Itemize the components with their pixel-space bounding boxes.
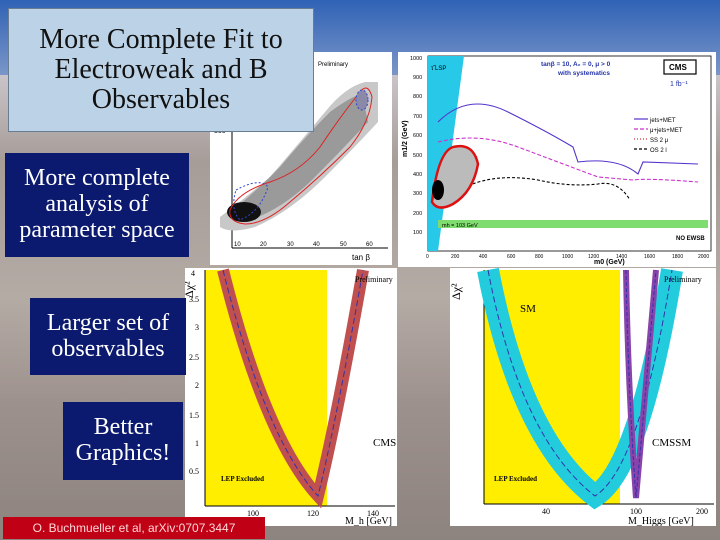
cms-ytick: 800 bbox=[413, 94, 422, 100]
mhiggs-chi2-plot: Δχ² Preliminary SM CMSSM LEP Excluded 40… bbox=[450, 268, 716, 526]
cms-ytick: 100 bbox=[413, 230, 422, 236]
cms-ytick: 400 bbox=[413, 172, 422, 178]
tanb-xtick: 30 bbox=[287, 242, 294, 248]
mh-ytick: 2.5 bbox=[189, 353, 199, 362]
mh-model: CMSSM bbox=[373, 437, 397, 449]
slide-title: More Complete Fit to Electroweak and B O… bbox=[8, 8, 314, 132]
mh-ytick: 2 bbox=[195, 381, 199, 390]
mh-ylabel: Δχ² bbox=[185, 281, 196, 298]
mh-ytick: 1.5 bbox=[189, 411, 199, 420]
cms-xticks: 0 200 400 600 800 1000 1200 1400 1600 18… bbox=[426, 254, 709, 260]
cms-ytick: 700 bbox=[413, 114, 422, 120]
cms-ytick: 200 bbox=[413, 211, 422, 217]
tanb-xtick: 20 bbox=[260, 242, 267, 248]
mhiggs-xtick: 100 bbox=[630, 507, 642, 516]
mh-ytick: 0.5 bbox=[189, 467, 199, 476]
cms-lsp-label: τ̃ LSP bbox=[431, 66, 446, 72]
cms-xtick: 1800 bbox=[672, 254, 683, 260]
mhiggs-xticks: 40 100 200 bbox=[542, 507, 708, 516]
cms-legend-item: SS 2 μ bbox=[650, 138, 669, 144]
cms-params: tanβ = 10, A₀ = 0, μ > 0 bbox=[541, 61, 611, 68]
mh-xtick: 100 bbox=[247, 509, 259, 518]
mh-chi2-plot: Δχ² 4 3.5 3 2.5 2 1.5 1 0.5 Preliminary … bbox=[185, 268, 397, 526]
cms-ytick: 500 bbox=[413, 153, 422, 159]
mhiggs-xtick: 200 bbox=[696, 507, 708, 516]
mh-xtick: 120 bbox=[307, 509, 319, 518]
tanb-xtick: 40 bbox=[313, 242, 320, 248]
cms-xtick: 2000 bbox=[698, 254, 709, 260]
bullet-graphics: Better Graphics! bbox=[63, 402, 183, 480]
cms-xtick: 1000 bbox=[562, 254, 573, 260]
mhiggs-sm: SM bbox=[520, 303, 536, 315]
cms-ytick: 900 bbox=[413, 75, 422, 81]
mh-xtick: 140 bbox=[367, 509, 379, 518]
cms-xtick: 200 bbox=[451, 254, 460, 260]
mhiggs-lep-excluded: LEP Excluded bbox=[494, 475, 537, 483]
cms-xtick: 600 bbox=[507, 254, 516, 260]
cms-xtick: 400 bbox=[479, 254, 488, 260]
mh-ytick: 4 bbox=[191, 269, 195, 278]
mhiggs-model: CMSSM bbox=[652, 437, 691, 449]
mhiggs-preliminary: Preliminary bbox=[664, 275, 702, 284]
cms-noewsb: NO EWSB bbox=[676, 236, 705, 242]
mh-ytick: 1 bbox=[195, 439, 199, 448]
tanb-preliminary: Preliminary bbox=[318, 62, 348, 68]
mh-xlabel: M_h [GeV] bbox=[345, 516, 392, 526]
cms-ytick: 300 bbox=[413, 191, 422, 197]
cms-legend-item: μ+jets+MET bbox=[650, 128, 683, 134]
citation: O. Buchmueller et al, arXiv:0707.3447 bbox=[3, 517, 265, 539]
cms-legend-item: OS 2 l bbox=[650, 148, 667, 154]
cms-higgs-label: mh = 103 GeV bbox=[442, 223, 478, 229]
mh-preliminary: Preliminary bbox=[355, 275, 393, 284]
cms-lumi: 1 fb⁻¹ bbox=[670, 81, 688, 88]
tanb-xtick: 50 bbox=[340, 242, 347, 248]
cms-xlabel: m0 (GeV) bbox=[594, 259, 625, 266]
cms-reach-plot: τ̃ LSP tanβ = 10, A₀ = 0, μ > 0 with sys… bbox=[398, 52, 716, 267]
bullet-parameter-space: More complete analysis of parameter spac… bbox=[5, 153, 189, 257]
mhiggs-xlabel: M_Higgs [GeV] bbox=[628, 516, 694, 526]
tanb-xtick: 60 bbox=[366, 242, 373, 248]
mh-xticks: 100 120 140 bbox=[247, 509, 379, 518]
cms-ytick: 1000 bbox=[410, 56, 422, 62]
cms-xtick: 1400 bbox=[616, 254, 627, 260]
mhiggs-xtick: 40 bbox=[542, 507, 550, 516]
bullet-observables: Larger set of observables bbox=[30, 298, 186, 375]
cms-ylabel: m1/2 (GeV) bbox=[402, 120, 409, 157]
cms-yticks: 1000 900 800 700 600 500 400 300 200 100 bbox=[410, 56, 422, 236]
cms-xtick: 1200 bbox=[588, 254, 599, 260]
cms-ytick: 600 bbox=[413, 133, 422, 139]
tanb-xtick: 10 bbox=[234, 242, 241, 248]
tanb-xlabel: tan β bbox=[352, 253, 370, 262]
cms-params2: with systematics bbox=[557, 70, 610, 77]
cms-badge bbox=[663, 59, 697, 75]
mh-yticks: 4 3.5 3 2.5 2 1.5 1 0.5 bbox=[189, 269, 199, 476]
cms-xtick: 1600 bbox=[644, 254, 655, 260]
cms-badge-text: CMS bbox=[669, 63, 687, 72]
mh-ytick: 3.5 bbox=[189, 295, 199, 304]
cms-legend-item: jets+MET bbox=[649, 118, 676, 124]
cms-xtick: 0 bbox=[426, 254, 429, 260]
mhiggs-ylabel: Δχ² bbox=[450, 283, 463, 300]
mh-lep-excluded: LEP Excluded bbox=[221, 475, 264, 483]
cms-xtick: 800 bbox=[535, 254, 544, 260]
mh-ytick: 3 bbox=[195, 323, 199, 332]
